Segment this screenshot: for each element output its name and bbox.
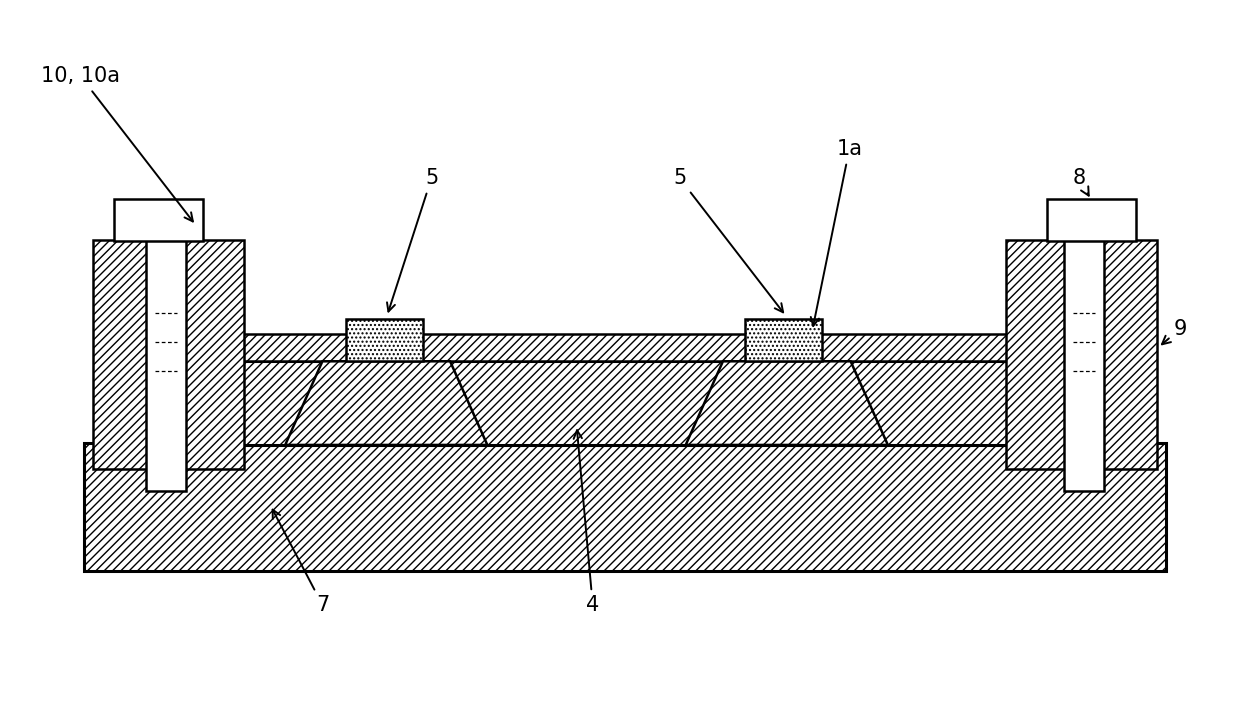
Bar — [93, 240, 244, 469]
Bar — [84, 443, 1166, 571]
Text: 8: 8 — [1073, 168, 1089, 196]
Text: 9: 9 — [1162, 318, 1187, 345]
Bar — [745, 319, 822, 361]
Polygon shape — [285, 361, 487, 445]
Bar — [1047, 199, 1136, 241]
Text: 1a: 1a — [811, 139, 862, 326]
Bar — [114, 199, 203, 241]
Text: 4: 4 — [574, 430, 599, 615]
Polygon shape — [686, 361, 888, 445]
Bar — [1006, 240, 1157, 469]
Text: 5: 5 — [387, 168, 438, 312]
Bar — [1064, 229, 1104, 491]
Bar — [346, 319, 423, 361]
Text: 5: 5 — [673, 168, 784, 313]
Bar — [159, 361, 1091, 445]
Bar — [146, 229, 186, 491]
Text: 7: 7 — [273, 510, 329, 615]
Bar — [190, 334, 1060, 361]
Text: 10, 10a: 10, 10a — [41, 66, 193, 222]
